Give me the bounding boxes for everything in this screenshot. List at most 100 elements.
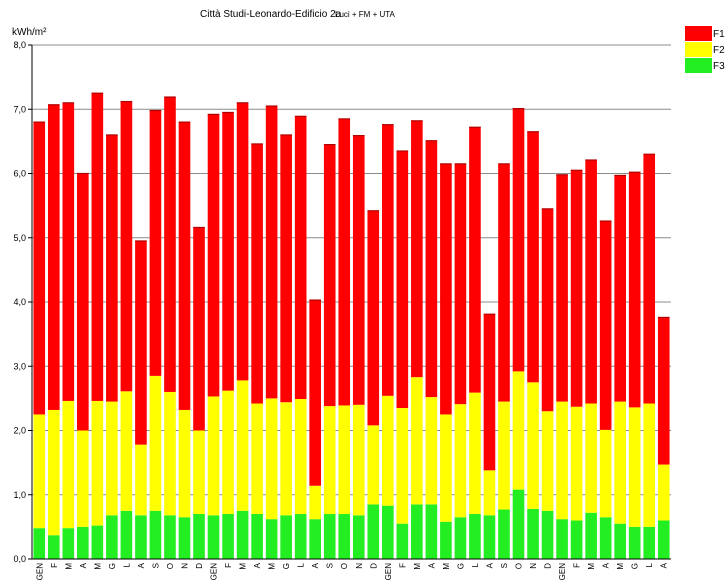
x-tick-label: A	[311, 562, 320, 568]
x-tick-label: N	[180, 563, 189, 569]
x-tick-label: F	[50, 563, 59, 568]
bar-segment-f3	[454, 517, 467, 559]
bar-segment-f1	[251, 143, 263, 404]
bar-segment-f3	[106, 515, 118, 559]
bar-segment-f2	[352, 404, 365, 516]
bar-segment-f3	[527, 508, 539, 559]
bar-segment-f3	[91, 525, 104, 559]
x-tick-label: M	[239, 563, 248, 570]
bar-segment-f2	[207, 396, 220, 516]
x-tick-label: N	[529, 563, 538, 569]
x-tick-label: G	[631, 563, 640, 569]
bar-segment-f2	[265, 398, 278, 520]
bar-segment-f1	[498, 163, 510, 402]
bar-segment-f1	[77, 173, 89, 431]
bar-segment-f1	[512, 108, 525, 372]
bar-segment-f2	[164, 391, 176, 516]
y-axis-label: kWh/m²	[12, 27, 47, 38]
x-tick-label: A	[79, 562, 88, 568]
bar-segment-f3	[469, 514, 481, 559]
x-tick-label: D	[544, 563, 553, 569]
bar-segment-f2	[367, 425, 380, 505]
bar-segment-f2	[149, 375, 162, 511]
bar-segment-f1	[178, 122, 191, 410]
bar-segment-f3	[251, 514, 263, 559]
bar-segment-f1	[207, 114, 220, 397]
bar-segment-f2	[382, 395, 394, 506]
bar-segment-f1	[265, 106, 278, 399]
x-tick-label: O	[515, 563, 524, 569]
bar-segment-f2	[570, 406, 583, 521]
y-tick-label: 5,0	[13, 233, 26, 243]
bar-segment-f3	[236, 510, 249, 559]
x-tick-label: GEN	[558, 563, 567, 581]
x-tick-label: A	[137, 562, 146, 568]
bar-segment-f3	[47, 535, 60, 559]
x-tick-label: S	[326, 563, 335, 568]
x-tick-label: GEN	[210, 563, 219, 581]
legend-swatch-f2	[685, 42, 712, 57]
bar-segment-f1	[599, 221, 612, 430]
bar-segment-f2	[309, 485, 321, 520]
bar-segment-f1	[628, 172, 641, 408]
bar-segment-f2	[643, 403, 656, 527]
x-tick-label: G	[456, 563, 465, 569]
x-axis-ticks: GEN F M A M G L A S O N D GEN F M A M G L A S O N D GEN F M A M G L A S O…	[35, 562, 668, 580]
bar-segment-f1	[585, 160, 597, 404]
bar-segment-f1	[323, 144, 336, 407]
bar-segment-f1	[62, 102, 75, 401]
bar-segment-f3	[338, 514, 351, 559]
y-tick-label: 0,0	[13, 554, 26, 564]
bar-segment-f1	[440, 163, 452, 415]
bar-segment-f1	[643, 154, 656, 404]
bar-segment-f1	[469, 127, 481, 393]
x-tick-label: D	[369, 563, 378, 569]
x-tick-label: A	[253, 562, 262, 568]
bar-segment-f2	[585, 403, 597, 513]
x-tick-label: GEN	[384, 563, 393, 581]
x-tick-label: M	[587, 563, 596, 570]
bar-segment-f3	[352, 515, 365, 559]
x-tick-label: M	[268, 563, 277, 570]
x-tick-label: F	[573, 563, 582, 568]
bar-segment-f2	[178, 409, 191, 518]
bar-segment-f3	[178, 517, 191, 559]
y-tick-label: 3,0	[13, 361, 26, 371]
bar-segment-f3	[33, 528, 46, 559]
bar-segment-f1	[556, 174, 568, 402]
bar-segment-f3	[294, 514, 307, 559]
bar-segment-f2	[556, 401, 568, 520]
bar-segment-f3	[614, 523, 626, 559]
bar-segment-f2	[454, 404, 467, 518]
bar-segment-f3	[498, 509, 510, 559]
bar-segment-f2	[294, 399, 307, 515]
bar-segment-f3	[643, 526, 656, 560]
chart-subtitle: Luci + FM + UTA	[335, 10, 396, 19]
bar-segment-f2	[469, 392, 481, 515]
bar-segment-f1	[657, 317, 670, 465]
x-tick-label: A	[602, 562, 611, 568]
y-tick-label: 2,0	[13, 426, 26, 436]
bar-segment-f2	[512, 371, 525, 490]
bar-segment-f2	[251, 403, 263, 515]
bar-segment-f3	[599, 517, 612, 559]
bar-segment-f1	[425, 140, 438, 398]
bar-segment-f3	[541, 510, 554, 559]
bar-segment-f3	[585, 512, 597, 559]
bar-segment-f1	[352, 135, 365, 405]
bar-segment-f1	[614, 175, 626, 402]
bar-segment-f2	[323, 406, 336, 515]
bar-segment-f2	[77, 430, 89, 527]
bar-segment-f2	[425, 397, 438, 505]
bar-segment-f1	[149, 110, 162, 376]
bar-segment-f2	[599, 429, 612, 518]
legend-label-f2: F2	[713, 45, 725, 56]
bar-segment-f2	[193, 430, 205, 515]
x-tick-label: M	[64, 563, 73, 570]
bar-segment-f3	[135, 515, 147, 559]
bar-segment-f1	[309, 300, 321, 486]
y-axis-ticks: 0,0 1,0 2,0 3,0 4,0 5,0 6,0 7,0 8,0	[13, 40, 32, 564]
bar-segment-f3	[207, 515, 220, 559]
x-tick-label: N	[355, 563, 364, 569]
bar-segment-f1	[193, 227, 205, 431]
